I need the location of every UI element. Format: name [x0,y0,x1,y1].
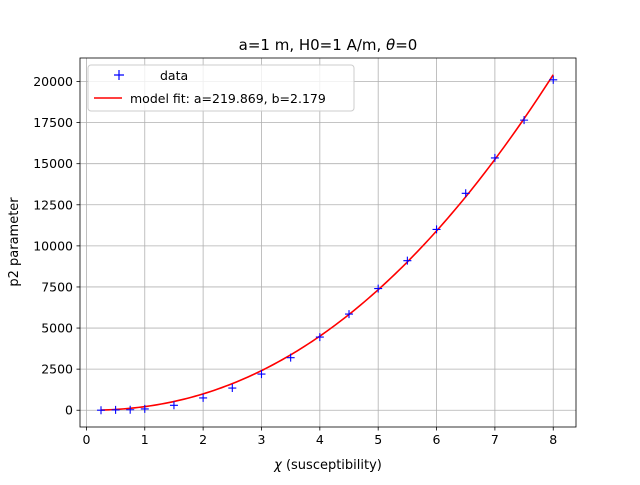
x-tick-label: 3 [258,432,266,447]
data-point-marker [345,310,354,319]
x-tick-label: 1 [141,432,149,447]
y-tick-label: 5000 [41,321,73,336]
data-point-marker [374,284,383,293]
y-tick-label: 20000 [33,74,73,89]
y-tick-label: 12500 [33,197,73,212]
data-point-marker [490,153,499,162]
x-tick-label: 2 [199,432,207,447]
legend-box [87,64,355,112]
fit-curve-line [100,74,554,411]
y-tick-label: 15000 [33,156,73,171]
grid [80,58,576,427]
x-axis-label-text: (susceptibility) [282,458,382,473]
x-tick-label: 0 [82,432,90,447]
y-axis-label: p2 parameter [7,197,22,287]
x-tick-label: 7 [491,432,499,447]
chart-title: a=1 m, H0=1 A/m, θ=0 [239,36,418,54]
x-tick-label: 5 [374,432,382,447]
data-point-marker [111,405,120,414]
data-point-marker [315,333,324,342]
y-tick-label: 0 [65,403,73,418]
y-tick-label: 2500 [41,362,73,377]
y-tick-label: 17500 [33,115,73,130]
data-point-marker [461,189,470,198]
data-point-marker [97,406,106,415]
chart-title-suffix: =0 [395,36,417,54]
chart-title-theta: θ [386,36,395,54]
x-tick-label: 4 [316,432,324,447]
data-point-marker [403,256,412,265]
legend: data model fit: a=219.869, b=2.179 [87,64,355,112]
data-point-marker [140,404,149,413]
data-point-marker [432,225,441,234]
legend-data-marker [114,70,124,80]
data-point-marker [126,405,135,414]
y-axis-ticks: 0 2500 5000 7500 10000 12500 15000 17500 20000 [33,74,80,418]
data-point-marker [257,370,266,379]
x-axis-label-chi: χ [273,458,283,473]
data-point-marker [228,384,237,393]
x-tick-label: 8 [549,432,557,447]
legend-fit-label: model fit: a=219.869, b=2.179 [130,91,326,106]
data-point-marker [520,116,529,125]
data-point-marker [199,393,208,402]
x-axis-ticks: 0 1 2 3 4 5 6 7 8 [82,427,557,447]
legend-data-label: data [160,68,188,83]
fit-curve-layer [100,74,554,411]
y-tick-label: 7500 [41,279,73,294]
data-point-marker [169,401,178,410]
y-tick-label: 10000 [33,238,73,253]
plot-frame [79,57,577,428]
chart-title-prefix: a=1 m, H0=1 A/m, [239,36,386,54]
x-axis-label: χ (susceptibility) [273,458,382,473]
data-point-marker [286,353,295,362]
data-markers-layer [97,75,558,415]
data-point-marker [549,75,558,84]
x-tick-label: 6 [433,432,441,447]
